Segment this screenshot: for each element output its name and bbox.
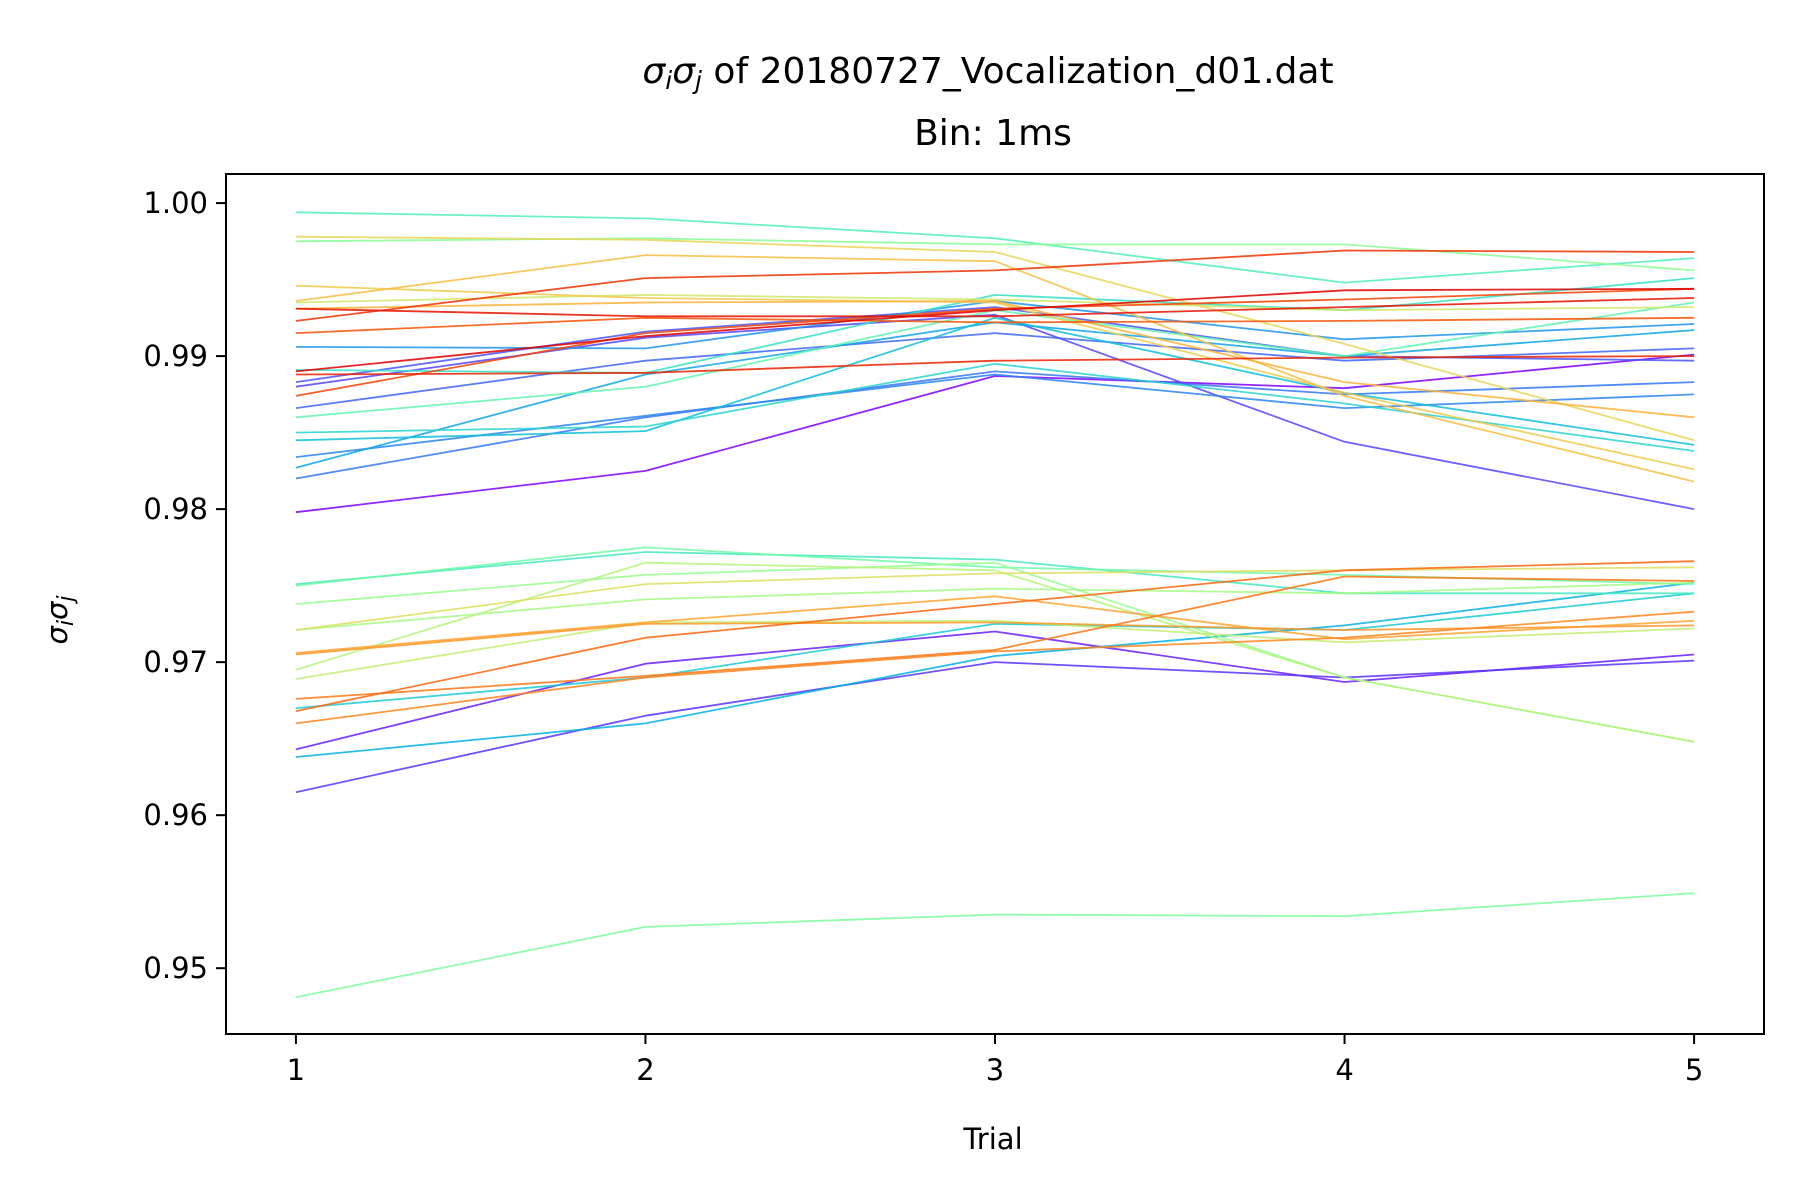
series-line-40 xyxy=(295,355,1695,376)
series-line-35 xyxy=(295,575,1695,700)
series-lines xyxy=(295,211,1695,999)
series-line-13 xyxy=(295,592,1695,709)
x-tick-label: 4 xyxy=(1335,1053,1353,1087)
y-axis-ticks: 0.95 0.96 0.97 0.98 0.99 1.00 xyxy=(143,186,226,985)
series-line-8 xyxy=(295,373,1695,458)
series-line-41 xyxy=(295,297,1695,318)
series-line-28 xyxy=(295,235,1695,442)
title-sigma-i: σ xyxy=(642,51,666,92)
series-line-1 xyxy=(295,353,1695,514)
series-line-26 xyxy=(295,293,1695,312)
title-rest: of 20180727_Vocalization_d01.dat xyxy=(702,51,1334,92)
series-line-27 xyxy=(295,566,1695,631)
series-line-37 xyxy=(295,316,1695,334)
series-line-32 xyxy=(295,595,1695,654)
series-line-25 xyxy=(295,619,1695,680)
series-line-36 xyxy=(295,560,1695,712)
title-sub-i: i xyxy=(665,66,672,95)
y-tick-label: 0.98 xyxy=(143,492,208,526)
series-line-7 xyxy=(295,370,1695,480)
series-line-11 xyxy=(295,581,1695,758)
chart-title: σiσj of 20180727_Vocalization_d01.dat xyxy=(642,51,1333,95)
ylabel-sigma-j: σ xyxy=(40,600,74,620)
y-axis-label: σiσj xyxy=(40,595,79,645)
series-line-17 xyxy=(295,211,1695,284)
series-line-23 xyxy=(295,581,1695,631)
series-line-42 xyxy=(295,287,1695,373)
series-line-38 xyxy=(295,287,1695,397)
series-line-16 xyxy=(295,551,1695,595)
x-tick-label: 2 xyxy=(636,1053,654,1087)
x-tick-label: 3 xyxy=(986,1053,1004,1087)
y-tick-label: 0.97 xyxy=(143,645,208,679)
ylabel-sigma-i: σ xyxy=(40,625,74,645)
x-tick-label: 5 xyxy=(1685,1053,1703,1087)
series-line-29 xyxy=(295,284,1695,471)
series-line-12 xyxy=(295,316,1695,446)
series-line-20 xyxy=(295,892,1695,999)
series-line-24 xyxy=(295,561,1695,743)
x-axis-label: Trial xyxy=(962,1122,1022,1156)
series-line-31 xyxy=(295,300,1695,419)
ylabel-sub-i: i xyxy=(54,620,79,626)
title-sigma-j: σ xyxy=(672,51,696,92)
chart-subtitle: Bin: 1ms xyxy=(914,113,1072,154)
series-line-3 xyxy=(295,659,1695,794)
y-tick-label: 0.99 xyxy=(143,339,208,373)
ylabel-sub-j: j xyxy=(54,595,79,605)
series-line-39 xyxy=(295,249,1695,322)
series-line-14 xyxy=(295,362,1695,452)
y-tick-label: 0.96 xyxy=(143,798,208,832)
title-sub-j: j xyxy=(692,66,702,95)
series-line-15 xyxy=(295,277,1695,374)
series-line-34 xyxy=(295,610,1695,725)
series-line-30 xyxy=(295,254,1695,483)
x-axis-ticks: 1 2 3 4 5 xyxy=(287,1034,1703,1087)
y-tick-label: 1.00 xyxy=(143,186,208,220)
y-tick-label: 0.95 xyxy=(143,951,208,985)
x-tick-label: 1 xyxy=(287,1053,305,1087)
